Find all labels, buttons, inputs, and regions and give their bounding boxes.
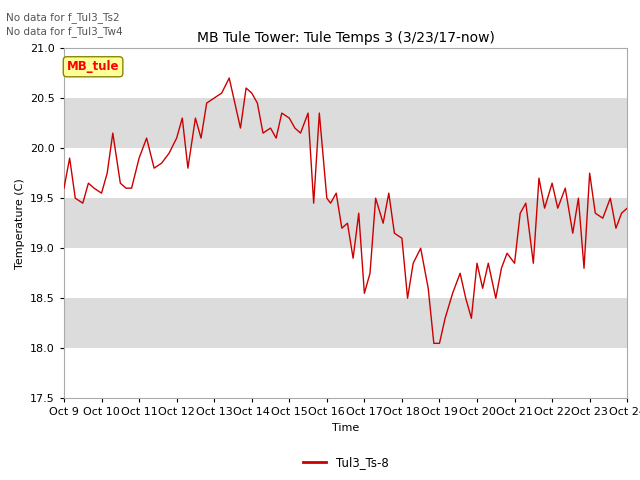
Legend: Tul3_Ts-8: Tul3_Ts-8 <box>298 452 393 474</box>
Text: No data for f_Tul3_Ts2: No data for f_Tul3_Ts2 <box>6 12 120 23</box>
Text: No data for f_Tul3_Tw4: No data for f_Tul3_Tw4 <box>6 26 123 37</box>
Title: MB Tule Tower: Tule Temps 3 (3/23/17-now): MB Tule Tower: Tule Temps 3 (3/23/17-now… <box>196 32 495 46</box>
Bar <box>64 48 627 98</box>
Bar <box>64 248 627 298</box>
Bar <box>64 148 627 198</box>
Bar <box>64 348 627 398</box>
X-axis label: Time: Time <box>332 423 359 433</box>
Text: MB_tule: MB_tule <box>67 60 119 73</box>
Y-axis label: Temperature (C): Temperature (C) <box>15 178 25 269</box>
